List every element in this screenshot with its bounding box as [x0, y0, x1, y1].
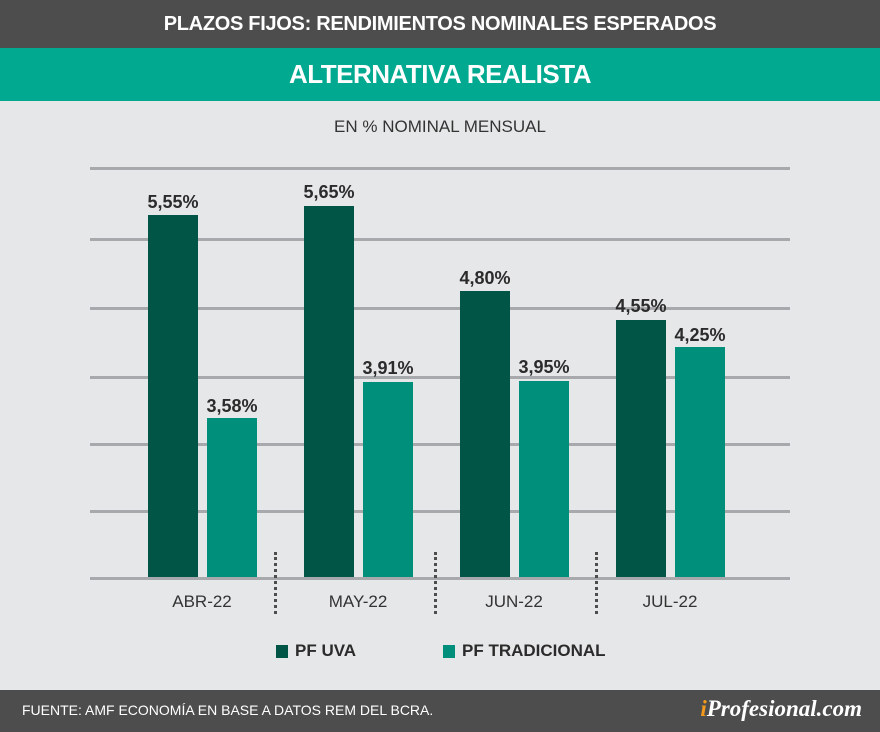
chart-subtitle: ALTERNATIVA REALISTA [0, 48, 880, 101]
category-divider [595, 552, 598, 614]
bar-pf-uva [460, 291, 510, 578]
bar-label: 3,95% [518, 357, 570, 377]
bar-pf-tradicional [519, 381, 569, 578]
bar-label: 4,25% [674, 325, 726, 345]
gridline [90, 238, 790, 241]
bar-pf-tradicional [675, 347, 725, 578]
category-divider [434, 552, 437, 614]
bar-pf-uva [616, 320, 666, 578]
x-tick-label: JUN-22 [485, 592, 543, 611]
brand-name: Profesional.com [706, 696, 862, 721]
bar-pf-tradicional [363, 382, 413, 578]
x-tick-label: JUL-22 [642, 592, 698, 611]
bar-pf-uva [148, 215, 198, 578]
bar-pf-tradicional [207, 418, 257, 578]
bar-label: 4,55% [615, 296, 667, 316]
gridline [90, 443, 790, 446]
unit-label: EN % NOMINAL MENSUAL [334, 117, 546, 136]
gridline [90, 307, 790, 310]
bar-label: 3,91% [362, 358, 414, 378]
gridline [90, 510, 790, 513]
footer: FUENTE: AMF ECONOMÍA EN BASE A DATOS REM… [0, 690, 880, 732]
gridline [90, 376, 790, 379]
legend-swatch-pf-tradicional [443, 645, 455, 658]
brand-logo: iProfesional.com [700, 696, 862, 722]
legend-swatch-pf-uva [276, 645, 288, 658]
x-tick-label: ABR-22 [172, 592, 232, 611]
brand-i: i [700, 696, 707, 721]
gridline [90, 167, 790, 170]
legend-label: PF UVA [295, 641, 357, 660]
x-tick-label: MAY-22 [328, 592, 388, 611]
legend-label: PF TRADICIONAL [462, 641, 606, 660]
source-note: FUENTE: AMF ECONOMÍA EN BASE A DATOS REM… [22, 702, 434, 718]
bar-pf-uva [304, 206, 354, 578]
chart-title: PLAZOS FIJOS: RENDIMIENTOS NOMINALES ESP… [0, 0, 880, 48]
bar-label: 3,58% [206, 396, 258, 416]
bar-label: 5,65% [303, 182, 355, 202]
bar-label: 4,80% [459, 268, 511, 288]
bar-label: 5,55% [147, 192, 199, 212]
x-axis-baseline [90, 577, 790, 580]
category-divider [274, 552, 277, 614]
